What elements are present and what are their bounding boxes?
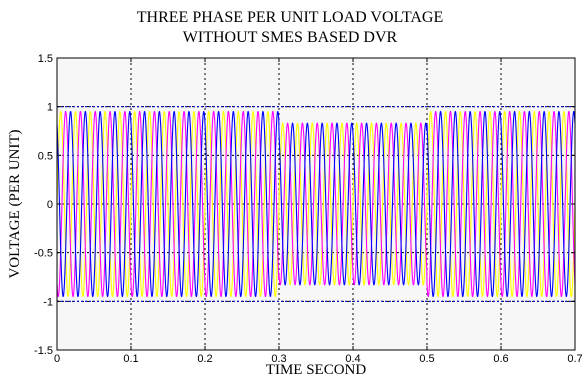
- y-tick-label: 0: [47, 199, 53, 211]
- x-tick-label: 0.3: [271, 353, 286, 365]
- y-tick-label: -1: [43, 296, 53, 308]
- x-tick-label: 0.1: [123, 353, 138, 365]
- waveform-series-2: [56, 110, 576, 298]
- x-tick-label: 0.6: [493, 353, 508, 365]
- y-tick-label: 0.5: [38, 150, 53, 162]
- x-tick-label: 0.5: [419, 353, 434, 365]
- x-tick-label: 0.4: [345, 353, 360, 365]
- x-tick-label: 0.2: [197, 353, 212, 365]
- y-tick-label: 1: [47, 102, 53, 114]
- chart-title-line2: WITHOUT SMES BASED DVR: [183, 29, 398, 46]
- waveform-series-3: [56, 110, 576, 298]
- x-axis-label: TIME SECOND: [266, 362, 367, 378]
- y-tick-label: 1.5: [38, 53, 53, 65]
- x-tick-label: 0.7: [567, 353, 582, 365]
- tick-layer: 0 0.1 0.2 0.3 0.4 0.5 0.6 0.7 1.5 1 0.5 0 -0.5 -1 -1.5: [34, 53, 583, 365]
- y-axis-label: VOLTAGE (PER UNIT): [7, 129, 23, 278]
- y-tick-label: -0.5: [34, 248, 53, 260]
- waveform-series-1: [56, 110, 576, 298]
- series-layer: [56, 110, 576, 298]
- chart-title-line1: THREE PHASE PER UNIT LOAD VOLTAGE: [137, 9, 443, 26]
- x-tick-label: 0: [54, 353, 60, 365]
- y-tick-label: -1.5: [34, 345, 53, 357]
